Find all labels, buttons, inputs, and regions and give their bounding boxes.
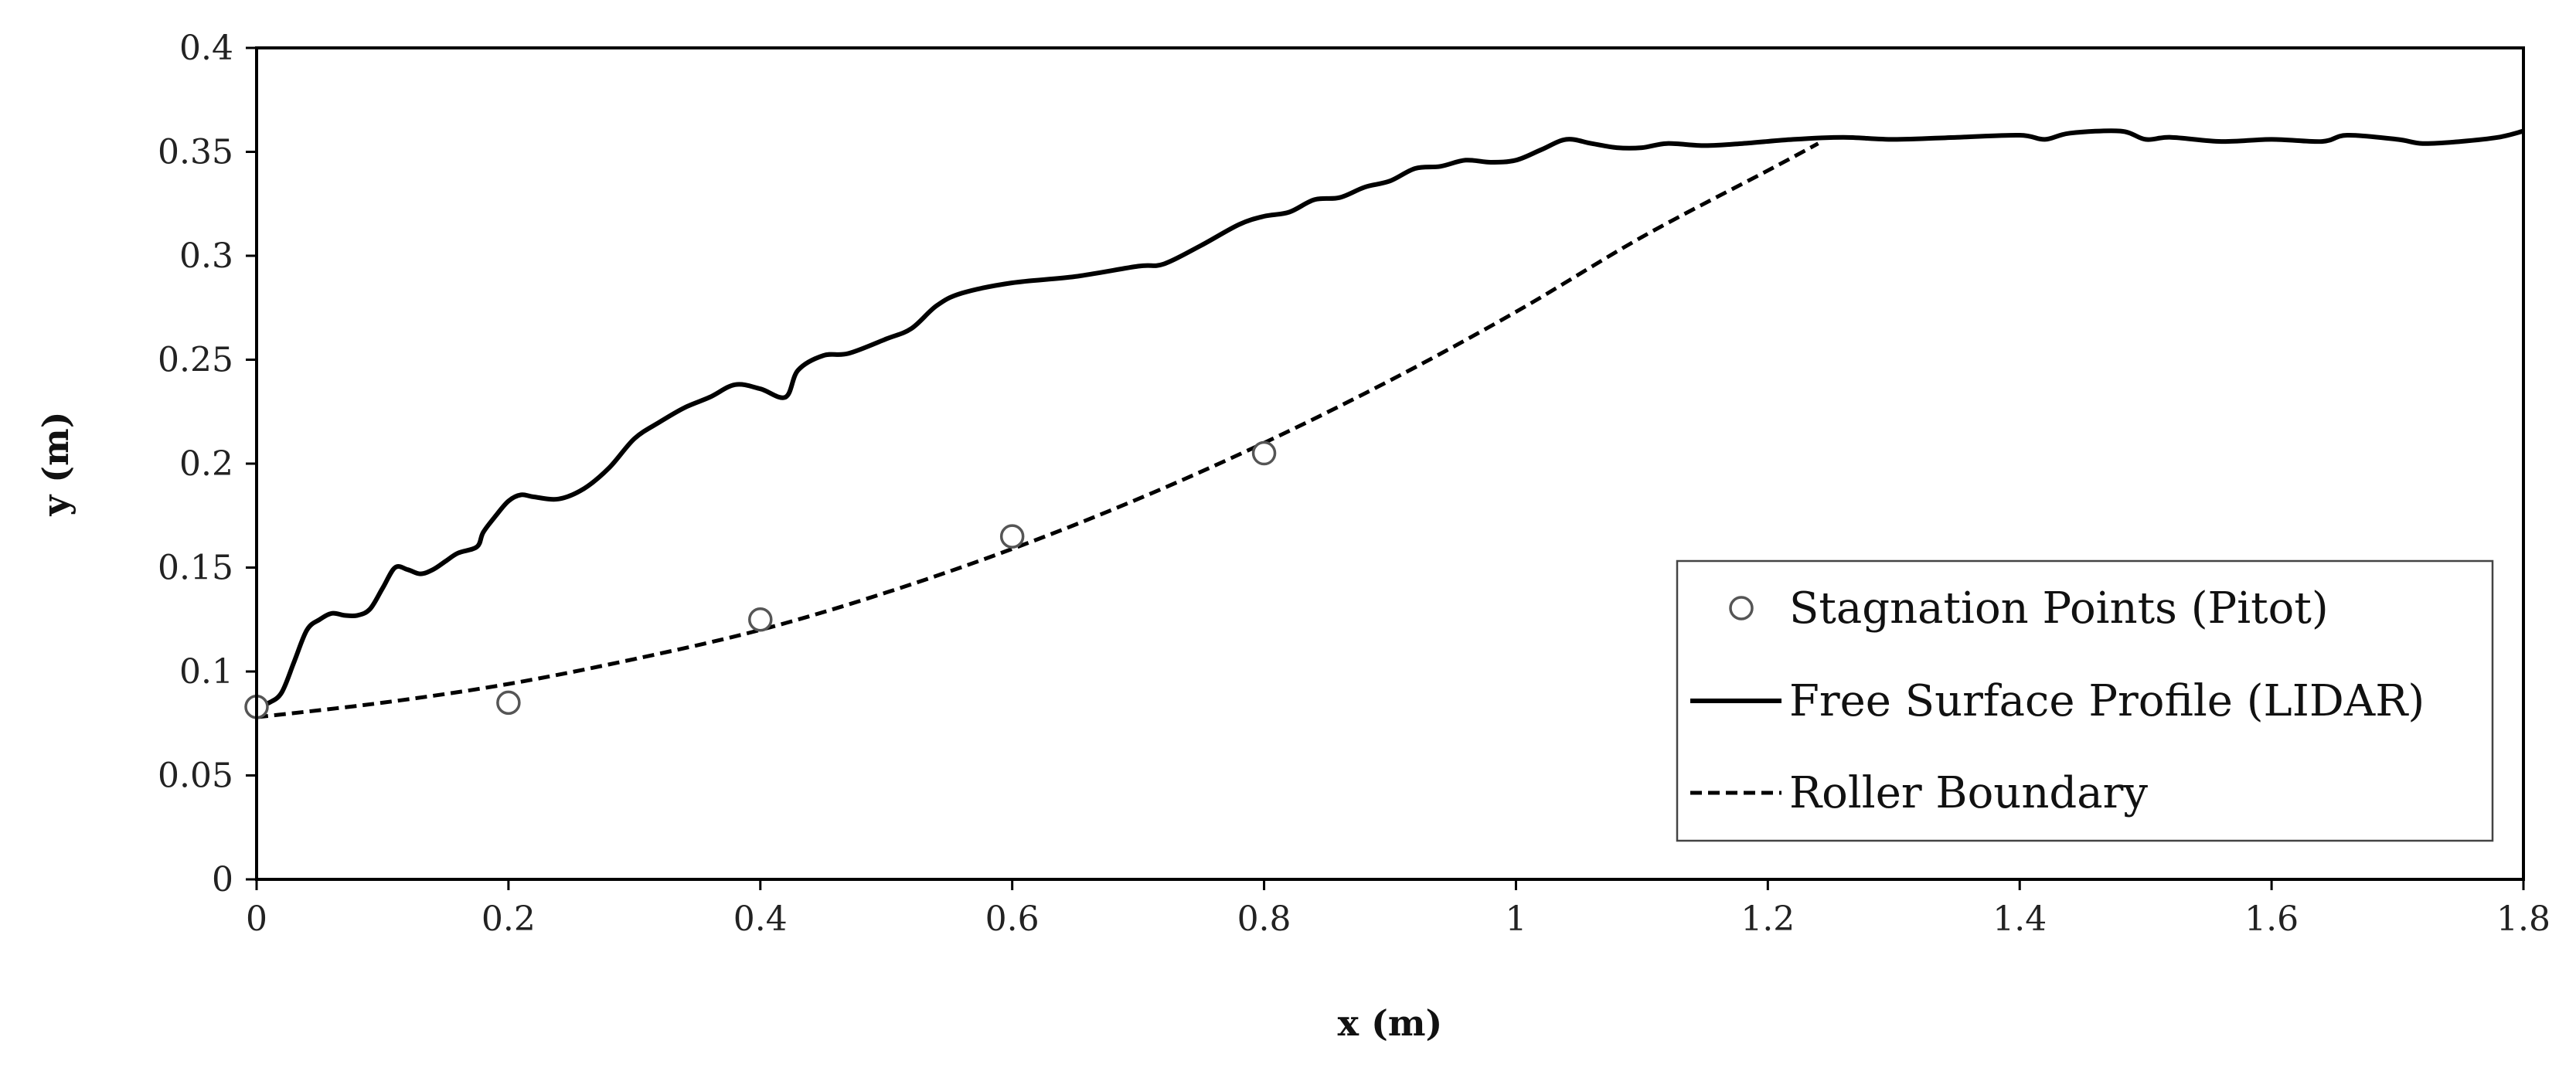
x-tick-label: 1.6	[2244, 899, 2299, 939]
x-tick-label: 1.2	[1741, 899, 1795, 939]
x-tick-label: 1.4	[1992, 899, 2047, 939]
y-tick-label: 0.05	[158, 756, 233, 796]
x-axis-title: x (m)	[1338, 1002, 1443, 1044]
y-tick-label: 0.4	[179, 29, 233, 68]
series-roller-boundary-line	[256, 141, 1819, 719]
tick-labels: 0 0.2 0.4 0.6 0.8 1 1.2 1.4 1.6 1.8 0 0.05 0.1 0.15 0.…	[158, 29, 2550, 939]
stagnation-point-marker	[748, 607, 773, 632]
stagnation-point-marker	[496, 690, 521, 716]
x-tick-label: 0.6	[985, 899, 1040, 939]
x-tick-label: 0.8	[1237, 899, 1291, 939]
x-tick-label: 0	[246, 899, 267, 939]
x-tick-label: 1.8	[2496, 899, 2550, 939]
legend-marker-stagnation	[1729, 596, 1754, 620]
tick-marks	[246, 46, 2525, 890]
x-tick-label: 0.4	[733, 899, 788, 939]
y-tick-label: 0.25	[158, 341, 233, 380]
legend-label-lidar: Free Surface Profile (LIDAR)	[1789, 676, 2425, 726]
legend: Stagnation Points (Pitot) Free Surface P…	[1676, 559, 2494, 842]
y-tick-label: 0.1	[179, 652, 233, 692]
y-tick-label: 0.2	[179, 444, 233, 484]
y-tick-label: 0.35	[158, 133, 233, 172]
y-axis-title: y (m)	[35, 412, 77, 517]
legend-label-roller: Roller Boundary	[1789, 768, 2148, 818]
legend-label-stagnation: Stagnation Points (Pitot)	[1789, 583, 2329, 634]
plot-frame	[255, 46, 2525, 881]
y-tick-label: 0.3	[179, 236, 233, 276]
legend-box	[1676, 559, 2494, 842]
stagnation-point-marker	[1251, 440, 1277, 466]
series-free-surface-line	[256, 128, 2524, 709]
x-tick-label: 0.2	[482, 899, 536, 939]
stagnation-point-marker	[999, 524, 1025, 549]
x-tick-label: 1	[1505, 899, 1526, 939]
y-tick-label: 0.15	[158, 549, 233, 588]
y-tick-label: 0	[212, 860, 233, 899]
